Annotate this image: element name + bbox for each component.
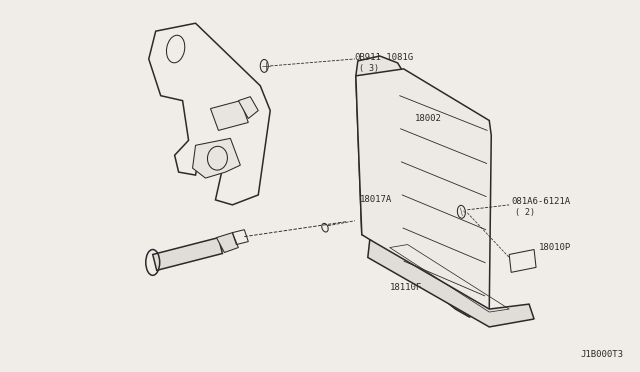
Polygon shape xyxy=(211,101,248,131)
Text: 18002: 18002 xyxy=(415,114,442,123)
Text: 18010P: 18010P xyxy=(539,243,572,252)
Polygon shape xyxy=(356,56,404,240)
Text: 18017A: 18017A xyxy=(360,195,392,204)
Text: ( 3): ( 3) xyxy=(359,64,379,73)
Text: 18110F: 18110F xyxy=(390,283,422,292)
Polygon shape xyxy=(193,138,241,178)
Polygon shape xyxy=(216,232,238,253)
Polygon shape xyxy=(238,97,259,119)
Polygon shape xyxy=(356,69,492,317)
Polygon shape xyxy=(368,240,534,327)
Text: ( 2): ( 2) xyxy=(515,208,535,217)
Polygon shape xyxy=(153,238,223,270)
Text: 0B911-1081G: 0B911-1081G xyxy=(355,54,414,62)
Polygon shape xyxy=(148,23,270,205)
Text: J1B000T3: J1B000T3 xyxy=(580,350,623,359)
Text: 081A6-6121A: 081A6-6121A xyxy=(511,198,570,206)
